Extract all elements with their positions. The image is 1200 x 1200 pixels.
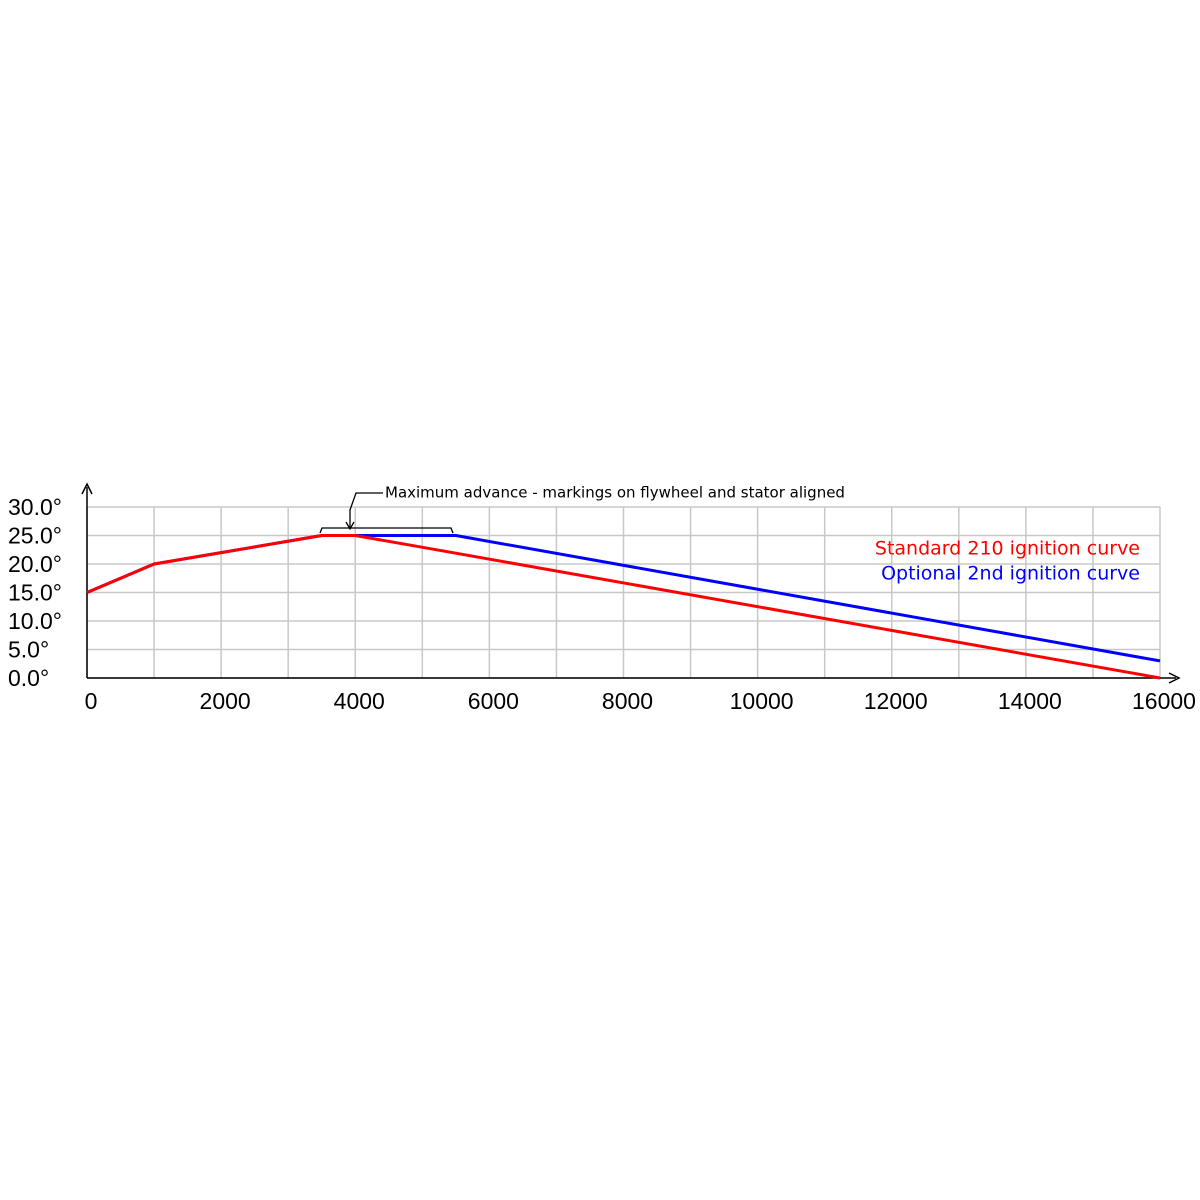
x-tick-label: 8000 (602, 688, 653, 714)
x-tick-label: 2000 (200, 688, 251, 714)
annotation-leader (349, 492, 383, 528)
x-tick-label: 0 (85, 688, 98, 714)
legend-label: Standard 210 ignition curve (875, 538, 1140, 560)
axes (81, 482, 1181, 684)
legend: Standard 210 ignition curve Optional 2nd … (875, 538, 1140, 585)
y-tick-label: 30.0° (8, 494, 62, 520)
x-tick-label: 14000 (998, 688, 1062, 714)
y-tick-label: 20.0° (8, 551, 62, 577)
x-tick-label: 6000 (468, 688, 519, 714)
legend-label: Optional 2nd ignition curve (881, 563, 1140, 585)
x-tick-label: 4000 (334, 688, 385, 714)
annotation: Maximum advance - markings on flywheel a… (319, 484, 845, 534)
annotation-bracket (319, 527, 454, 534)
annotation-arrow (345, 521, 355, 531)
x-tick-label: 12000 (864, 688, 928, 714)
y-tick-label: 5.0° (8, 637, 49, 663)
y-tick-label: 10.0° (8, 608, 62, 634)
x-axis-arrow (1168, 672, 1181, 684)
annotation-text: Maximum advance - markings on flywheel a… (385, 484, 845, 502)
y-axis-arrow (81, 482, 93, 495)
y-tick-label: 15.0° (8, 580, 62, 606)
plot (86, 534, 1161, 680)
y-tick-label: 25.0° (8, 523, 62, 549)
x-tick-label: 10000 (730, 688, 794, 714)
series-line (86, 534, 1161, 680)
x-tick-label: 16000 (1132, 688, 1196, 714)
y-tick-label: 0.0° (8, 665, 49, 691)
